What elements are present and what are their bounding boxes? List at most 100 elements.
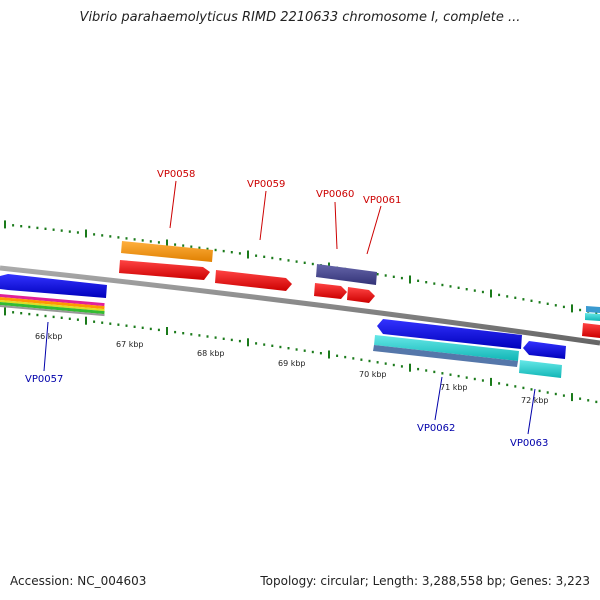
gene-feature-stripe-yellow[interactable] xyxy=(0,300,105,312)
inner-ring-minor-tick xyxy=(417,367,420,371)
gene-feature-stripe-orange[interactable] xyxy=(0,297,105,310)
inner-ring-minor-tick xyxy=(68,317,71,320)
gene-label-vp0061[interactable]: VP0061 xyxy=(363,195,401,206)
inner-ring-minor-tick xyxy=(392,363,395,367)
inner-ring-minor-tick xyxy=(506,383,509,387)
outer-ring-minor-tick xyxy=(579,308,582,312)
gene-feature-vp0057[interactable] xyxy=(0,274,107,298)
outer-ring-minor-tick xyxy=(498,293,501,297)
outer-ring-minor-tick xyxy=(157,241,160,244)
gene-feature-purple[interactable] xyxy=(316,264,377,285)
outer-ring-minor-tick xyxy=(530,299,533,302)
gene-feature-slate[interactable] xyxy=(373,345,518,367)
inner-ring-minor-tick xyxy=(141,326,144,329)
gene-feature-vp0059[interactable] xyxy=(215,270,292,291)
outer-ring-minor-tick xyxy=(125,237,128,240)
inner-ring-minor-tick xyxy=(295,348,298,351)
outer-ring-major-tick xyxy=(571,304,573,313)
gene-feature-right-edge-cyan[interactable] xyxy=(585,313,600,321)
gene-label-vp0062[interactable]: VP0062 xyxy=(417,423,455,434)
gene-label-vp0059[interactable]: VP0059 xyxy=(247,179,285,190)
inner-ring-minor-tick xyxy=(579,397,582,400)
gene-feature-vp0063-cyan[interactable] xyxy=(519,360,562,378)
inner-ring-minor-tick xyxy=(182,332,185,335)
inner-ring-minor-tick xyxy=(238,339,241,343)
outer-ring-minor-tick xyxy=(141,239,144,242)
gene-feature-stripe-magenta[interactable] xyxy=(0,293,105,307)
outer-ring-minor-tick xyxy=(441,283,444,287)
gene-feature-vp0061[interactable] xyxy=(347,287,375,303)
gene-feature-vp0058[interactable] xyxy=(119,260,210,280)
outer-ring-minor-tick xyxy=(206,247,209,251)
outer-ring-minor-tick xyxy=(93,233,96,236)
outer-ring-minor-tick xyxy=(60,229,63,232)
outer-ring-minor-tick xyxy=(465,288,468,291)
inner-ring-minor-tick xyxy=(109,322,112,325)
gene-feature-right-edge-red[interactable] xyxy=(582,323,600,338)
outer-ring-major-tick xyxy=(409,275,411,284)
outer-ring-minor-tick xyxy=(263,255,266,258)
inner-ring-minor-tick xyxy=(44,314,47,318)
inner-ring-major-tick xyxy=(166,327,168,335)
inner-ring-minor-tick xyxy=(595,400,598,404)
inner-ring-minor-tick xyxy=(230,338,233,342)
inner-ring-minor-tick xyxy=(514,385,517,388)
tick-label-70: 70 kbp xyxy=(359,370,387,379)
outer-ring-minor-tick xyxy=(287,259,290,262)
inner-ring-minor-tick xyxy=(311,350,314,354)
inner-ring-minor-tick xyxy=(263,343,266,346)
gene-feature-orange[interactable] xyxy=(121,241,213,262)
inner-ring-minor-tick xyxy=(530,388,533,391)
outer-ring-minor-tick xyxy=(457,286,460,289)
gene-feature-vp0060[interactable] xyxy=(314,283,347,299)
tick-label-71: 71 kbp xyxy=(440,383,468,392)
inner-ring-minor-tick xyxy=(433,370,436,374)
inner-ring-minor-tick xyxy=(214,336,217,339)
outer-ring-minor-tick xyxy=(149,240,152,243)
inner-ring-minor-tick xyxy=(271,344,274,347)
reverse-features xyxy=(0,274,566,378)
gene-feature-stripe-gray[interactable] xyxy=(0,305,105,317)
inner-ring-minor-tick xyxy=(449,373,452,376)
tick-label-66: 66 kbp xyxy=(35,332,63,341)
gene-label-vp0063[interactable]: VP0063 xyxy=(510,438,548,449)
gene-feature-cyan-long[interactable] xyxy=(374,335,519,361)
outer-ring-major-tick xyxy=(247,250,249,259)
inner-ring-minor-tick xyxy=(554,392,557,396)
inner-ring-minor-tick xyxy=(344,355,347,359)
outer-ring-minor-tick xyxy=(101,234,104,237)
outer-ring-minor-tick xyxy=(52,228,55,231)
outer-ring-minor-tick xyxy=(295,260,298,263)
gene-label-vp0060[interactable]: VP0060 xyxy=(316,189,354,200)
outer-ring-minor-tick xyxy=(68,230,71,233)
inner-ring-minor-tick xyxy=(287,347,290,350)
inner-ring-minor-tick xyxy=(125,324,128,327)
outer-ring-minor-tick xyxy=(214,248,217,252)
outer-ring-minor-tick xyxy=(271,256,274,260)
outer-ring-major-tick xyxy=(85,229,87,238)
gene-label-vp0057[interactable]: VP0057 xyxy=(25,374,63,385)
outer-ring-minor-tick xyxy=(28,225,31,229)
inner-ring-minor-tick xyxy=(28,312,31,316)
outer-ring-minor-tick xyxy=(255,254,258,257)
outer-ring-minor-tick xyxy=(400,276,403,280)
inner-ring-minor-tick xyxy=(198,334,201,337)
gene-feature-vp0062[interactable] xyxy=(377,319,522,349)
outer-ring-minor-tick xyxy=(279,258,282,261)
inner-ring-minor-tick xyxy=(384,362,387,365)
inner-ring-minor-tick xyxy=(149,327,152,331)
summary-text: Topology: circular; Length: 3,288,558 bp… xyxy=(260,574,590,588)
inner-ring-minor-tick xyxy=(117,323,120,326)
inner-ring-minor-tick xyxy=(60,316,63,319)
outer-ring-minor-tick xyxy=(433,282,436,285)
inner-tick-ring xyxy=(4,307,598,404)
gene-feature-stripe-green[interactable] xyxy=(0,301,105,315)
inner-ring-minor-tick xyxy=(336,354,339,357)
gene-label-vp0058[interactable]: VP0058 xyxy=(157,169,195,180)
forward-features xyxy=(119,241,600,338)
accession-text: Accession: NC_004603 xyxy=(10,574,147,588)
outer-ring-minor-tick xyxy=(190,245,193,248)
gene-feature-right-edge-teal[interactable] xyxy=(586,306,600,313)
gene-feature-vp0063-blue[interactable] xyxy=(523,341,566,359)
